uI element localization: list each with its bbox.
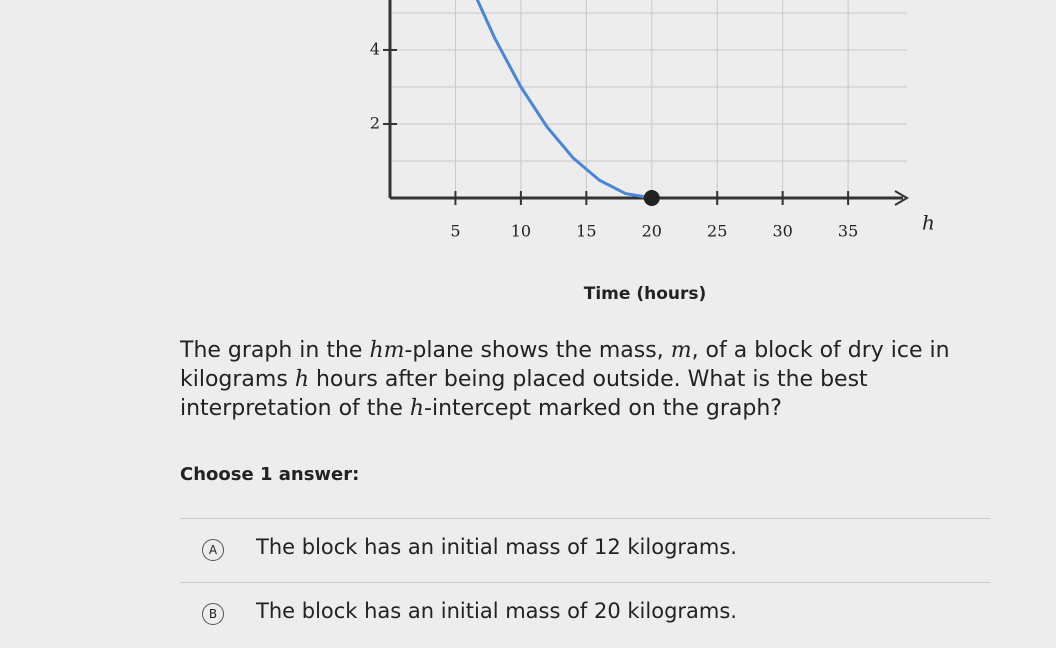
x-axis-arrow [894,190,909,206]
prompt: Choose 1 answer: [180,464,360,485]
choice-text: The block has an initial mass of 12 kilo… [256,535,737,559]
choice-text: The block has an initial mass of 20 kilo… [256,599,737,623]
chart: Time (hours) h 5 10 15 20 25 30 35 2 4 [370,0,935,304]
x-tick-label: 30 [772,222,792,241]
choice-letter: A [202,539,224,561]
x-tick-label: 5 [450,222,460,241]
x-tick-label: 25 [707,222,727,241]
x-axis-name: h [922,211,935,235]
y-tick-label: 2 [370,113,380,132]
choice-letter: B [202,603,224,625]
question-text: The graph in the [180,338,370,363]
curve [475,0,653,198]
intercept-point [643,190,660,206]
y-tick-label: 4 [370,39,380,58]
question-text: , of a block of dry ice in kilograms [180,338,950,392]
math-var: h [409,396,425,421]
x-tick-label: 35 [838,222,858,241]
x-tick-label: 20 [642,222,662,241]
math-var: hm [369,338,405,363]
x-tick-label: 10 [511,222,531,241]
question-text: -intercept marked on the graph? [424,396,782,421]
question-text: hours after being placed outside. What i… [180,367,868,421]
question: The graph in the hm-plane shows the mass… [180,336,1000,423]
x-tick-label: 15 [576,222,596,241]
x-axis-label: Time (hours) [584,284,707,304]
math-var: m [670,338,692,363]
answer-choice[interactable]: A The block has an initial mass of 12 kil… [180,518,990,579]
question-text: -plane shows the mass, [404,338,671,363]
answer-choice[interactable]: B The block has an initial mass of 20 kil… [180,582,990,643]
math-var: h [294,367,309,392]
